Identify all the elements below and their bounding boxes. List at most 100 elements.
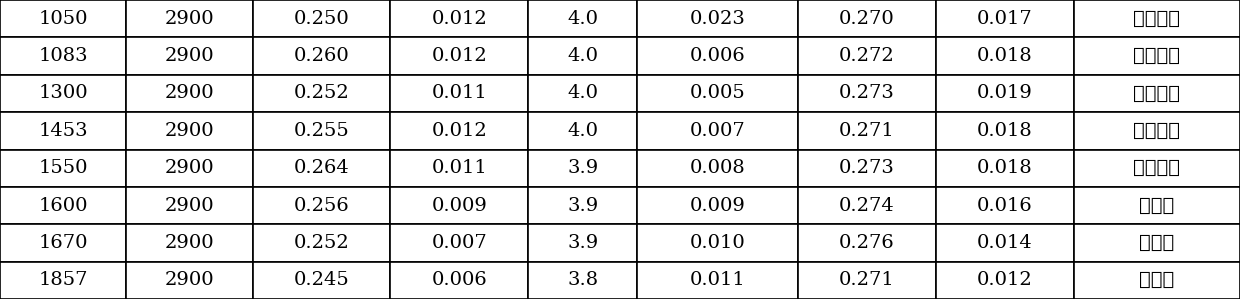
Text: 4.0: 4.0 [567,122,598,140]
Text: 0.023: 0.023 [689,10,745,28]
Text: 0.256: 0.256 [294,196,350,215]
Bar [253,112,391,150]
Bar [126,37,253,75]
Text: 0.007: 0.007 [689,122,745,140]
Bar [799,150,936,187]
Bar [936,0,1074,37]
Text: 本发明例: 本发明例 [1133,122,1180,140]
Bar [0,224,126,262]
Text: 0.006: 0.006 [689,47,745,65]
Text: 本发明例: 本发明例 [1133,84,1180,103]
Text: 0.012: 0.012 [432,47,487,65]
Text: 0.272: 0.272 [839,47,895,65]
Text: 1600: 1600 [38,196,88,215]
Text: 0.273: 0.273 [839,84,895,103]
Text: 0.017: 0.017 [977,10,1033,28]
Bar [253,187,391,224]
Bar [936,75,1074,112]
Text: 1050: 1050 [38,10,88,28]
Bar [126,75,253,112]
Bar [637,75,799,112]
Bar [528,262,637,299]
Text: 0.011: 0.011 [432,84,487,103]
Text: 2900: 2900 [165,122,215,140]
Text: 比较例: 比较例 [1140,271,1174,289]
Text: 0.007: 0.007 [432,234,487,252]
Text: 0.274: 0.274 [839,196,895,215]
Text: 0.271: 0.271 [839,271,895,289]
Text: 1453: 1453 [38,122,88,140]
Bar [391,37,528,75]
Bar [1074,37,1240,75]
Bar [1074,224,1240,262]
Text: 3.9: 3.9 [567,234,599,252]
Text: 1300: 1300 [38,84,88,103]
Bar [799,187,936,224]
Bar [936,112,1074,150]
Text: 1083: 1083 [38,47,88,65]
Text: 3.9: 3.9 [567,196,599,215]
Text: 0.255: 0.255 [294,122,350,140]
Text: 0.018: 0.018 [977,47,1033,65]
Bar [528,224,637,262]
Bar [1074,262,1240,299]
Bar [391,112,528,150]
Text: 2900: 2900 [165,10,215,28]
Text: 0.016: 0.016 [977,196,1033,215]
Text: 3.9: 3.9 [567,159,599,177]
Bar [126,224,253,262]
Text: 2900: 2900 [165,234,215,252]
Bar [1074,150,1240,187]
Text: 2900: 2900 [165,84,215,103]
Bar [391,150,528,187]
Bar [0,150,126,187]
Text: 0.018: 0.018 [977,159,1033,177]
Text: 2900: 2900 [165,271,215,289]
Text: 4.0: 4.0 [567,84,598,103]
Bar [126,150,253,187]
Bar [253,150,391,187]
Bar [528,150,637,187]
Text: 0.011: 0.011 [432,159,487,177]
Text: 0.009: 0.009 [689,196,745,215]
Bar [253,37,391,75]
Text: 0.009: 0.009 [432,196,487,215]
Bar [391,0,528,37]
Bar [637,150,799,187]
Text: 2900: 2900 [165,196,215,215]
Text: 0.252: 0.252 [294,234,350,252]
Text: 比较例: 比较例 [1140,234,1174,252]
Bar [126,112,253,150]
Text: 0.276: 0.276 [839,234,895,252]
Bar [1074,187,1240,224]
Bar [528,187,637,224]
Text: 4.0: 4.0 [567,10,598,28]
Text: 0.270: 0.270 [839,10,895,28]
Text: 0.250: 0.250 [294,10,350,28]
Bar [637,224,799,262]
Bar [936,187,1074,224]
Text: 0.273: 0.273 [839,159,895,177]
Text: 0.011: 0.011 [689,271,745,289]
Bar [0,262,126,299]
Bar [637,112,799,150]
Bar [391,75,528,112]
Text: 0.010: 0.010 [689,234,745,252]
Bar [936,224,1074,262]
Bar [528,0,637,37]
Text: 0.005: 0.005 [689,84,745,103]
Bar [253,0,391,37]
Text: 4.0: 4.0 [567,47,598,65]
Text: 1857: 1857 [38,271,88,289]
Bar [253,75,391,112]
Bar [799,0,936,37]
Bar [126,0,253,37]
Bar [1074,0,1240,37]
Text: 比较例: 比较例 [1140,196,1174,215]
Bar [0,112,126,150]
Bar [799,224,936,262]
Text: 3.8: 3.8 [567,271,598,289]
Text: 0.012: 0.012 [432,10,487,28]
Bar [528,75,637,112]
Text: 0.012: 0.012 [432,122,487,140]
